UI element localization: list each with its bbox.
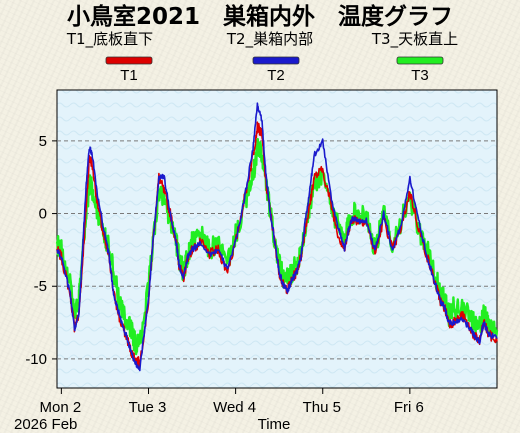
x-axis-label: Time — [258, 416, 291, 433]
plot-area — [56, 89, 498, 389]
legend-name-t1: T1_底板直下 — [66, 30, 153, 49]
grid-lines — [57, 140, 497, 360]
series-lines — [55, 102, 499, 372]
legend-swatch-t3 — [396, 56, 444, 65]
legend-code-t2: T2 — [267, 67, 285, 84]
x-tick-label: Tue 3 — [129, 399, 167, 416]
x-tick-label: Wed 4 — [213, 399, 256, 416]
y-tick-label: -5 — [34, 278, 47, 295]
x-tick-label: Thu 5 — [303, 399, 341, 416]
x-axis: Mon 2 Tue 3 Wed 4 Thu 5 Fri 6 — [40, 388, 424, 416]
x-tick-label: Fri 6 — [394, 399, 424, 416]
x-tick-label: Mon 2 — [40, 399, 82, 416]
y-tick-label: 5 — [39, 133, 47, 150]
legend-name-t3: T3_天板直上 — [371, 30, 458, 49]
legend-swatch-t2 — [252, 56, 300, 65]
legend-code-t1: T1 — [120, 67, 138, 84]
series-line-t2 — [56, 102, 498, 372]
legend-name-t2: T2_巣箱内部 — [226, 30, 313, 49]
legend-swatch-t1 — [105, 56, 153, 65]
y-tick-label: 0 — [39, 206, 47, 223]
chart-title: 小鳥室2021 巣箱内外 温度グラフ — [67, 3, 453, 30]
legend: T1_底板直下 T2_巣箱内部 T3_天板直上 T1 T2 T3 — [66, 30, 458, 84]
y-axis: -10 -5 0 5 — [25, 133, 57, 368]
y-tick-label: -10 — [25, 351, 47, 368]
x-sub-label: 2026 Feb — [14, 416, 77, 433]
legend-code-t3: T3 — [411, 67, 429, 84]
